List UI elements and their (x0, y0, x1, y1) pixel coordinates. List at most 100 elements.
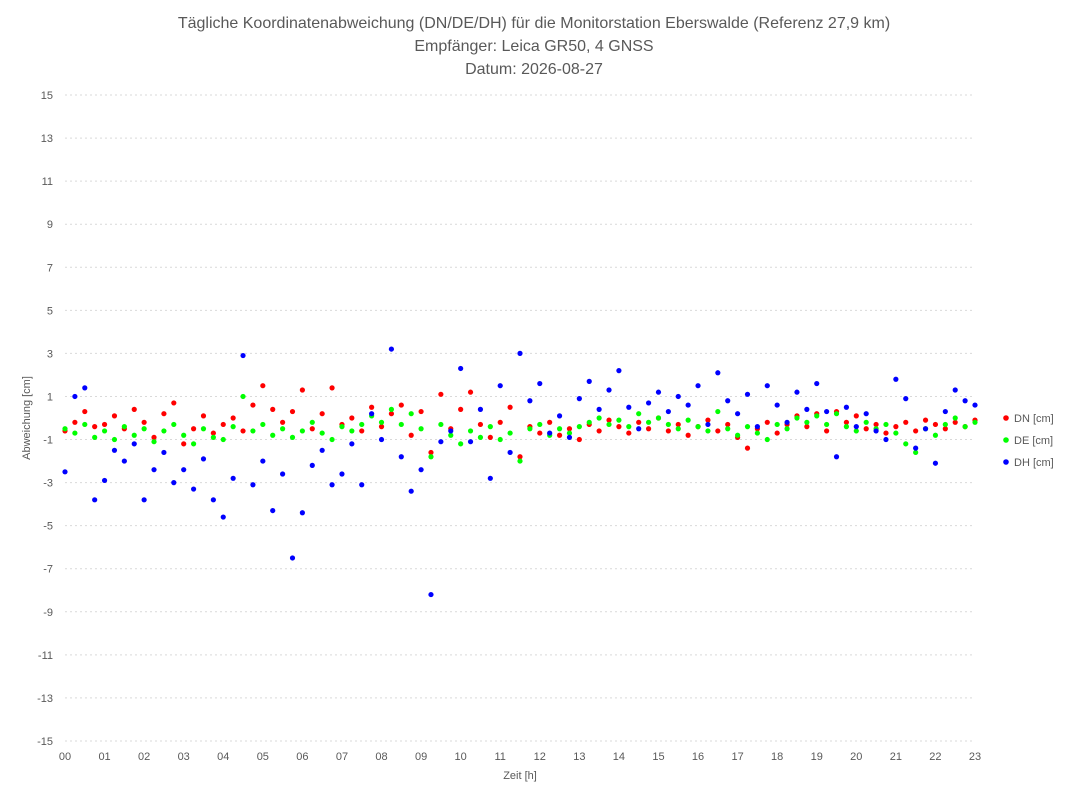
data-point (893, 376, 899, 382)
data-point (161, 449, 167, 456)
data-point (151, 467, 157, 473)
data-point (210, 434, 216, 440)
x-tick-label: 10 (455, 751, 467, 763)
data-point (903, 396, 909, 402)
y-tick-label: 3 (47, 348, 53, 360)
data-point (270, 507, 276, 514)
data-point (735, 411, 741, 417)
data-point (141, 497, 147, 503)
data-point (754, 424, 760, 430)
data-point (675, 393, 681, 400)
data-point (349, 415, 355, 421)
data-point (814, 380, 820, 387)
data-point (843, 424, 850, 430)
data-point (527, 398, 533, 404)
data-point (141, 419, 147, 425)
data-point (329, 482, 335, 488)
x-tick-label: 23 (969, 751, 981, 763)
y-axis-title: Abweichung [cm] (21, 376, 33, 460)
data-point (586, 378, 592, 384)
data-point (121, 458, 127, 464)
data-point (487, 424, 493, 430)
data-point (824, 421, 830, 428)
y-tick-label: -11 (38, 650, 53, 662)
x-tick-label: 21 (890, 751, 902, 763)
data-point (250, 402, 256, 408)
legend-label: DE [cm] (1014, 435, 1053, 447)
data-point (388, 406, 395, 412)
chart-title-line-3: Datum: 2026-08-27 (465, 61, 603, 78)
data-point (665, 421, 671, 428)
y-tick-label: -13 (37, 693, 53, 705)
data-point (270, 406, 276, 412)
x-tick-label: 22 (929, 751, 941, 763)
data-point (596, 428, 602, 434)
series-2 (62, 346, 978, 598)
data-point (428, 591, 434, 598)
data-point (942, 421, 948, 428)
data-point (942, 426, 948, 432)
data-point (626, 404, 632, 410)
data-point (527, 426, 533, 432)
data-point (932, 432, 939, 438)
data-point (359, 428, 365, 434)
data-point (645, 419, 652, 425)
data-point (744, 445, 751, 451)
data-point (369, 404, 375, 410)
data-point (824, 408, 830, 415)
data-point (596, 415, 602, 421)
data-point (794, 389, 800, 395)
legend-marker (1003, 437, 1009, 443)
y-tick-label: 7 (47, 262, 53, 274)
data-point (220, 436, 226, 443)
data-point (833, 411, 840, 417)
data-point (913, 445, 919, 451)
data-point (566, 430, 573, 436)
x-tick-label: 16 (692, 751, 704, 763)
data-point (171, 421, 177, 428)
x-tick-label: 20 (850, 751, 862, 763)
data-point (369, 411, 375, 417)
data-point (398, 421, 404, 428)
data-point (299, 428, 305, 434)
data-point (972, 402, 978, 408)
data-point (378, 436, 385, 443)
data-point (190, 441, 197, 447)
legend: DN [cm] DE [cm] DH [cm] (1003, 413, 1054, 469)
x-axis-title: Zeit [h] (503, 770, 537, 782)
data-point (705, 421, 711, 428)
data-point (922, 426, 929, 432)
data-point (883, 436, 889, 443)
data-point (853, 413, 859, 419)
data-point (131, 432, 137, 438)
data-point (616, 424, 622, 430)
x-tick-label: 12 (534, 751, 546, 763)
data-point (596, 406, 602, 412)
data-point (467, 428, 474, 434)
x-tick-label: 09 (415, 751, 427, 763)
data-point (477, 434, 484, 440)
y-tick-label: -15 (37, 736, 53, 748)
x-tick-label: 19 (811, 751, 823, 763)
data-point (606, 417, 612, 423)
data-point (705, 428, 711, 434)
x-tick-label: 15 (652, 751, 664, 763)
data-point (922, 417, 929, 423)
data-point (903, 441, 909, 447)
data-point (626, 424, 632, 430)
data-point (82, 385, 88, 391)
data-point (735, 432, 741, 438)
data-point (240, 428, 246, 434)
y-tick-label: -9 (43, 607, 53, 619)
data-point (92, 434, 98, 440)
data-point (309, 426, 315, 432)
legend-marker (1003, 459, 1009, 465)
data-point (131, 441, 137, 447)
grid-lines (65, 94, 975, 742)
data-point (408, 411, 414, 417)
data-point (329, 436, 335, 443)
data-point (883, 430, 889, 436)
data-point (616, 368, 622, 374)
data-point (280, 471, 286, 477)
